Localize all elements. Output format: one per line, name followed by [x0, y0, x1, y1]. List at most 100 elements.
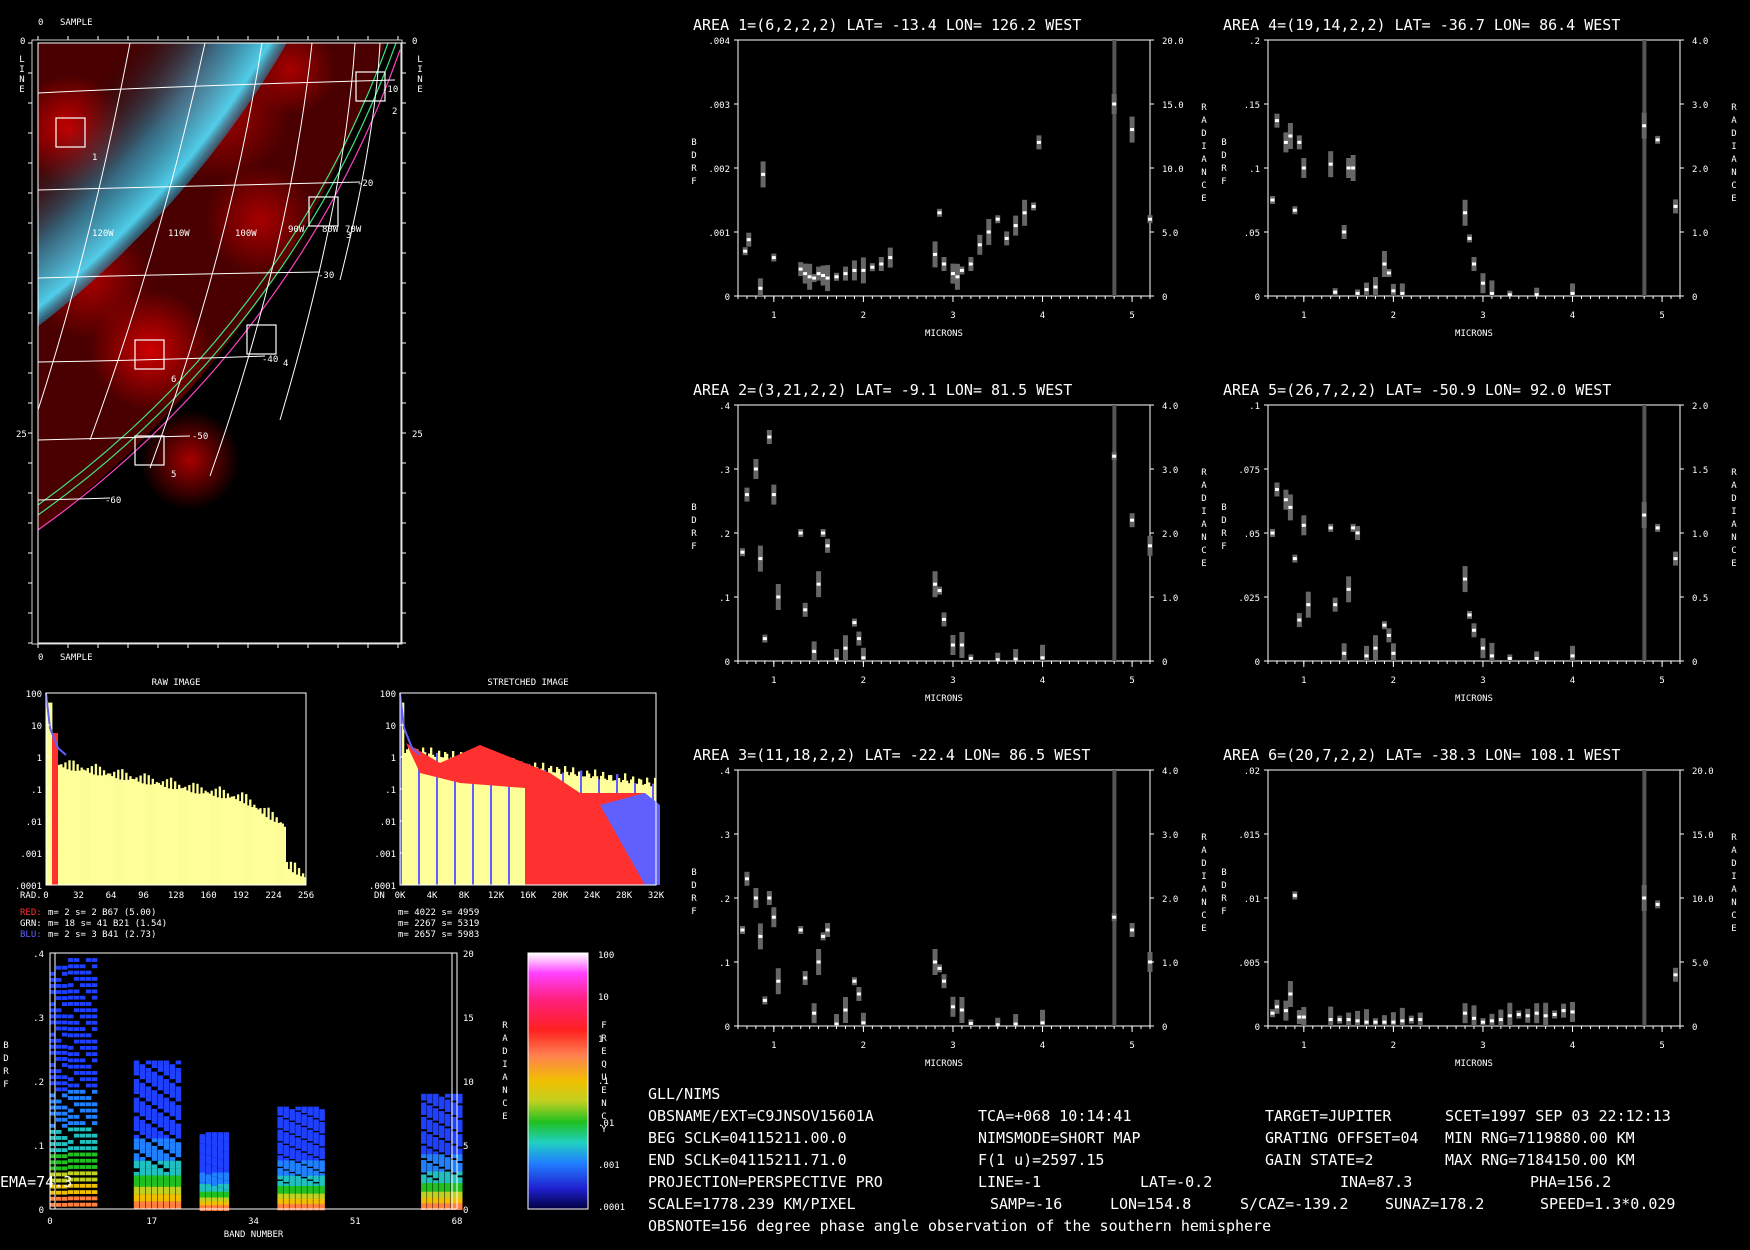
data-point	[1337, 1018, 1342, 1022]
spectrogram-cell	[151, 1168, 158, 1173]
x-axis-label: MICRONS	[925, 1059, 963, 1069]
plot-title: AREA 5=(26,7,2,2) LAT= -50.9 LON= 92.0 W…	[1223, 381, 1611, 399]
histogram-bar	[106, 773, 110, 885]
data-point	[942, 262, 946, 266]
spectrogram-cell	[145, 1201, 152, 1206]
spectrogram-cell	[319, 1109, 325, 1113]
spectrogram-cell	[457, 1200, 463, 1205]
info-field: LON=154.8	[1110, 1195, 1191, 1213]
spectrogram-cell	[421, 1105, 427, 1110]
histogram-bar	[454, 756, 457, 885]
spectrogram-cell	[133, 1194, 140, 1198]
spectrogram-cell	[91, 1039, 98, 1044]
histogram-bar	[486, 764, 489, 885]
y-tick: 1	[391, 754, 396, 764]
spectrogram-cell	[50, 1148, 56, 1153]
spectrogram-cell	[451, 1165, 457, 1170]
spectrogram-cell	[79, 1190, 86, 1195]
spectrogram-cell	[169, 1112, 176, 1117]
label-char: I	[1731, 507, 1736, 517]
spectrogram-cell	[445, 1131, 451, 1136]
blue-histogram	[600, 793, 660, 885]
spectrogram-cell	[61, 1014, 68, 1019]
x-tick: 2	[861, 676, 866, 686]
histogram-bar	[226, 793, 230, 885]
spectrogram-cell	[427, 1197, 433, 1202]
spectrogram-cell	[313, 1165, 319, 1170]
spectrogram-cell	[319, 1173, 325, 1177]
spectrogram-cell	[319, 1203, 325, 1208]
data-point	[1489, 291, 1494, 295]
spectrogram-cell	[445, 1108, 451, 1113]
spectrogram-cell	[451, 1191, 457, 1196]
histogram-bar	[48, 702, 51, 885]
data-point	[1534, 293, 1539, 297]
lat-label: -40	[262, 355, 278, 365]
data-point	[821, 274, 826, 278]
y-tick: .2	[719, 895, 730, 905]
spectrogram-cell	[439, 1194, 445, 1199]
spectrogram-cell	[61, 1172, 68, 1177]
spectrogram-cell	[445, 1116, 451, 1121]
spectrogram-cell	[223, 1180, 230, 1185]
spectrogram-cell	[445, 1137, 451, 1141]
spectrogram-cell	[433, 1180, 439, 1185]
spectrogram-cell	[145, 1116, 152, 1121]
info-field: TCA=+068 10:14:41	[978, 1107, 1132, 1125]
spectrogram-cell	[175, 1116, 182, 1121]
spectrogram-cell	[67, 1064, 74, 1069]
data-point	[1373, 646, 1378, 650]
data-point	[1507, 656, 1512, 660]
info-field: GRATING OFFSET=04	[1265, 1129, 1419, 1147]
spectrogram-cell	[439, 1171, 445, 1176]
spectrogram-cell	[319, 1198, 325, 1203]
data-point	[995, 1023, 1000, 1027]
error-bar	[1328, 1006, 1334, 1026]
spectrogram-cell	[91, 1077, 98, 1082]
spectrogram-cell	[457, 1162, 463, 1167]
data-point	[758, 934, 763, 938]
spectrogram-cell	[313, 1206, 319, 1211]
spectrogram-cell	[55, 1136, 62, 1140]
spectrogram-cell	[205, 1203, 212, 1208]
spectrogram-cell	[283, 1114, 289, 1119]
spectrogram-cell	[289, 1162, 295, 1167]
spectrogram-cell	[151, 1194, 158, 1198]
spectrogram-cell	[139, 1164, 146, 1169]
histogram-bar	[188, 784, 191, 885]
spectrogram-cell	[151, 1082, 158, 1087]
y2-tick: 1.0	[1692, 530, 1708, 540]
y2-tick: 20.0	[1692, 767, 1714, 777]
spectrogram-cell	[421, 1151, 427, 1156]
y-tick: .05	[1244, 530, 1260, 540]
y-tick: .01	[1244, 895, 1260, 905]
spectrogram-cell	[211, 1149, 218, 1154]
colorbar-frame	[527, 952, 589, 1210]
label-char: C	[1201, 546, 1206, 556]
spectrogram-cell	[313, 1183, 319, 1188]
spectrogram-cell	[151, 1186, 158, 1191]
spectrogram-cell	[145, 1075, 152, 1080]
spectrogram-cell	[277, 1137, 283, 1142]
histogram-bar	[151, 778, 154, 885]
spectrogram-cell	[283, 1127, 289, 1131]
x-tick: 4	[1040, 311, 1045, 321]
info-field: SUNAZ=178.2	[1385, 1195, 1484, 1213]
spectrogram-cell	[85, 1108, 92, 1113]
label-char: I	[502, 1060, 507, 1070]
spectrogram-cell	[451, 1194, 457, 1199]
spectrogram-cell	[277, 1170, 283, 1175]
spectrogram-cell	[457, 1111, 463, 1115]
error-bar	[1381, 1015, 1387, 1026]
spectrogram-cell	[73, 1146, 80, 1151]
spectrogram-cell	[451, 1102, 457, 1107]
spectrogram-cell	[283, 1191, 289, 1195]
spectrogram-cell	[67, 1190, 74, 1195]
histogram-bar	[127, 779, 130, 885]
error-bar	[1570, 645, 1576, 661]
spectrogram-cell	[169, 1164, 176, 1169]
histogram-bar	[291, 872, 295, 885]
spectrogram-cell	[295, 1157, 301, 1162]
spectrogram-cell	[133, 1142, 140, 1147]
